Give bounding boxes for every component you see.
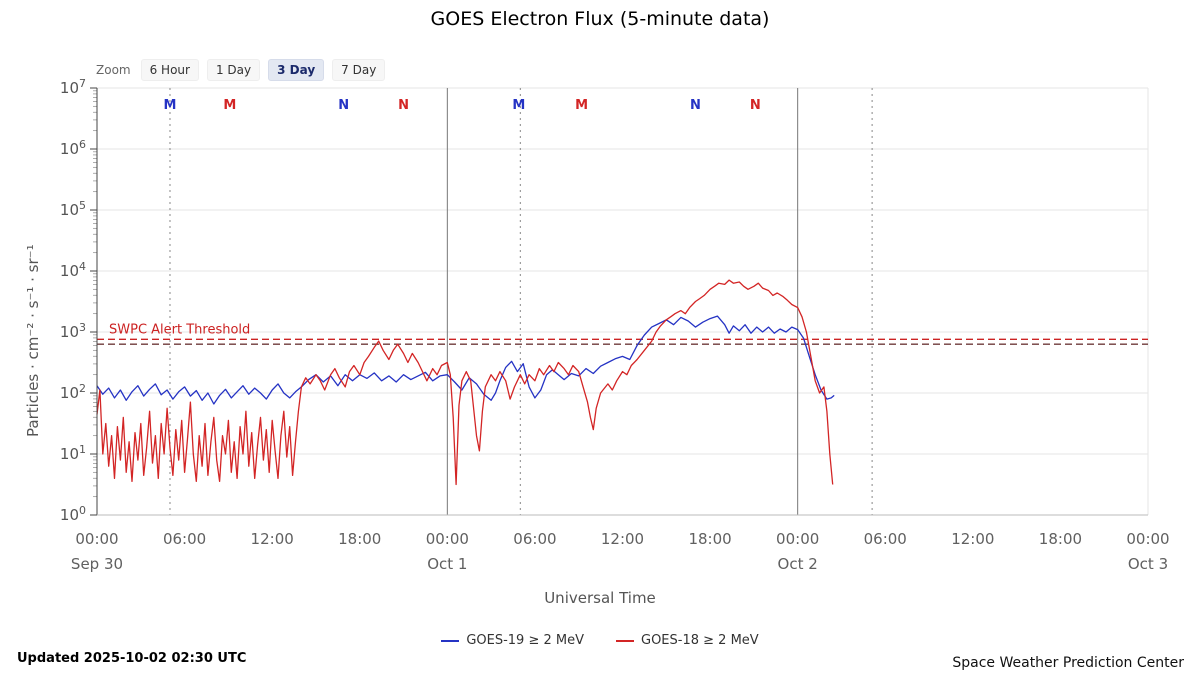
x-tick-label: 18:00 xyxy=(1039,530,1082,548)
zoom-label: Zoom xyxy=(96,63,131,77)
date-label: Sep 30 xyxy=(71,555,123,573)
legend: GOES-19 ≥ 2 MeV GOES-18 ≥ 2 MeV xyxy=(0,633,1200,648)
goes19-line-icon xyxy=(441,639,460,642)
threshold-label: SWPC Alert Threshold xyxy=(109,322,250,337)
x-axis-title: Universal Time xyxy=(544,589,656,607)
x-tick-label: 00:00 xyxy=(75,530,118,548)
satellite-time-marker: M xyxy=(575,98,588,113)
y-tick-label: 103 xyxy=(60,321,86,341)
zoom-1day-button[interactable]: 1 Day xyxy=(206,59,261,81)
x-tick-label: 06:00 xyxy=(864,530,907,548)
zoom-6hour-button[interactable]: 6 Hour xyxy=(140,59,199,81)
x-tick-label: 18:00 xyxy=(688,530,731,548)
legend-label-goes18: GOES-18 ≥ 2 MeV xyxy=(641,633,759,648)
swpc-credit: Space Weather Prediction Center xyxy=(952,655,1184,671)
satellite-time-marker: N xyxy=(338,98,349,113)
legend-label-goes19: GOES-19 ≥ 2 MeV xyxy=(466,633,584,648)
y-tick-label: 106 xyxy=(60,138,86,158)
date-label: Oct 3 xyxy=(1128,555,1168,573)
y-tick-label: 100 xyxy=(60,504,86,524)
updated-timestamp: Updated 2025-10-02 02:30 UTC xyxy=(17,651,247,666)
y-axis-title: Particles · cm⁻² · s⁻¹ · sr⁻¹ xyxy=(24,244,42,437)
x-tick-label: 00:00 xyxy=(776,530,819,548)
satellite-time-marker: N xyxy=(690,98,701,113)
y-tick-label: 102 xyxy=(60,382,86,402)
date-label: Oct 2 xyxy=(778,555,818,573)
series-line-1 xyxy=(96,279,834,486)
y-tick-label: 104 xyxy=(60,260,86,280)
x-tick-label: 06:00 xyxy=(513,530,556,548)
y-tick-label: 107 xyxy=(60,77,86,97)
satellite-time-marker: N xyxy=(750,98,761,113)
x-tick-label: 12:00 xyxy=(951,530,994,548)
page-title: GOES Electron Flux (5-minute data) xyxy=(430,8,770,30)
satellite-time-marker: M xyxy=(164,98,177,113)
x-tick-label: 12:00 xyxy=(601,530,644,548)
date-label: Oct 1 xyxy=(427,555,467,573)
range-selector: Zoom 6 Hour 1 Day 3 Day 7 Day xyxy=(96,59,386,81)
y-tick-label: 105 xyxy=(60,199,86,219)
x-tick-label: 00:00 xyxy=(426,530,469,548)
y-tick-label: 101 xyxy=(60,443,86,463)
satellite-time-marker: M xyxy=(512,98,525,113)
x-tick-label: 18:00 xyxy=(338,530,381,548)
legend-item-goes19[interactable]: GOES-19 ≥ 2 MeV xyxy=(441,633,584,648)
zoom-3day-button[interactable]: 3 Day xyxy=(268,59,325,81)
x-tick-label: 12:00 xyxy=(251,530,294,548)
x-tick-label: 00:00 xyxy=(1126,530,1169,548)
zoom-7day-button[interactable]: 7 Day xyxy=(332,59,386,81)
satellite-time-marker: N xyxy=(398,98,409,113)
legend-item-goes18[interactable]: GOES-18 ≥ 2 MeV xyxy=(616,633,759,648)
satellite-time-marker: M xyxy=(223,98,236,113)
x-tick-label: 06:00 xyxy=(163,530,206,548)
goes18-line-icon xyxy=(616,639,634,642)
